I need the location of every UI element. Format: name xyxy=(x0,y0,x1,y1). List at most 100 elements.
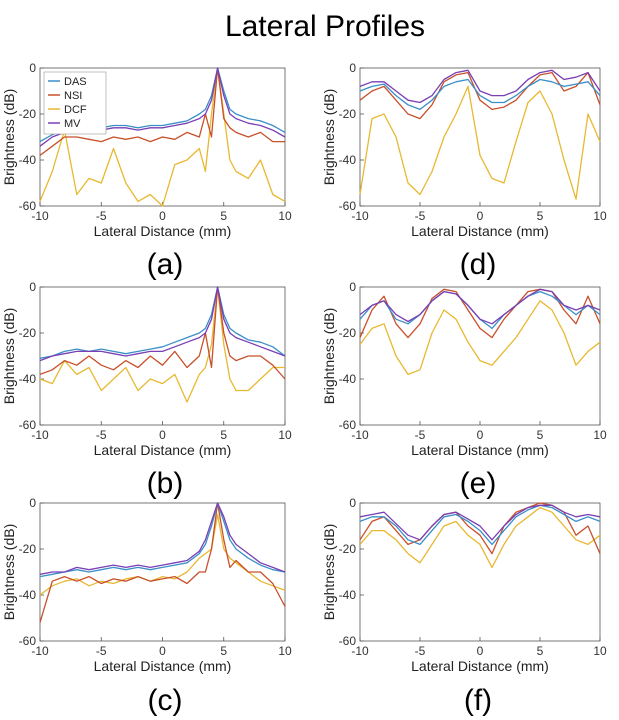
y-tick-label: -20 xyxy=(19,107,37,121)
x-tick-label: 10 xyxy=(593,209,607,223)
y-tick-label: -40 xyxy=(19,588,37,602)
y-tick-label: -20 xyxy=(19,326,37,340)
x-tick-label: 10 xyxy=(593,644,607,658)
chart-panel-4: -60 -40 -20 0 -10 -5 0 5 10 Lateral Distance (mm)… xyxy=(321,280,607,500)
x-tick-label: -5 xyxy=(96,209,107,223)
x-tick-label: 0 xyxy=(159,428,166,442)
x-tick-label: 5 xyxy=(537,209,544,223)
x-tick-label: -5 xyxy=(415,209,426,223)
series-line-das xyxy=(359,504,601,546)
series-line-das xyxy=(359,78,601,111)
x-tick-label: 5 xyxy=(220,428,227,442)
x-tick-label: -10 xyxy=(351,428,369,442)
x-axis-label: Lateral Distance (mm) xyxy=(411,223,549,239)
y-tick-label: -20 xyxy=(19,542,37,556)
legend-entry: NSI xyxy=(64,90,82,102)
chart-panel-6: -60 -40 -20 0 -10 -5 0 5 10 Lateral Distance (mm)… xyxy=(321,496,607,717)
y-tick-label: 0 xyxy=(29,496,36,510)
x-tick-label: 0 xyxy=(159,644,166,658)
x-tick-label: -10 xyxy=(351,209,369,223)
x-axis-label: Lateral Distance (mm) xyxy=(94,442,232,458)
series-line-nsi xyxy=(39,286,286,380)
x-axis-label: Lateral Distance (mm) xyxy=(411,442,549,458)
y-axis-label: Brightness (dB) xyxy=(1,89,17,185)
x-tick-label: 5 xyxy=(220,209,227,223)
series-line-mv xyxy=(359,288,601,325)
y-tick-label: -60 xyxy=(19,634,37,648)
y-tick-label: -60 xyxy=(19,418,37,432)
x-tick-label: 0 xyxy=(477,428,484,442)
y-tick-label: -60 xyxy=(19,199,37,213)
x-tick-label: 5 xyxy=(220,644,227,658)
series-line-dcf xyxy=(39,513,286,596)
panel-label: (a) xyxy=(147,248,184,281)
series-line-dcf xyxy=(39,286,285,403)
x-tick-label: 0 xyxy=(159,209,166,223)
x-tick-label: 10 xyxy=(278,209,292,223)
x-tick-label: -5 xyxy=(96,644,107,658)
plot-area xyxy=(39,502,286,642)
y-tick-label: -20 xyxy=(339,542,357,556)
y-axis-label: Brightness (dB) xyxy=(321,308,337,404)
x-tick-label: -10 xyxy=(351,644,369,658)
panel-label: (e) xyxy=(460,467,497,500)
series-line-dcf xyxy=(359,300,601,376)
x-tick-label: 10 xyxy=(278,644,292,658)
series-line-mv xyxy=(39,502,286,575)
x-axis-label: Lateral Distance (mm) xyxy=(94,658,232,674)
y-tick-label: 0 xyxy=(349,280,356,294)
x-tick-label: -10 xyxy=(31,428,49,442)
series-line-dcf xyxy=(359,506,601,569)
y-tick-label: -40 xyxy=(339,372,357,386)
panel-label: (f) xyxy=(464,684,492,717)
x-tick-label: -5 xyxy=(96,428,107,442)
series-line-dcf xyxy=(359,85,601,200)
y-tick-label: -20 xyxy=(339,326,357,340)
x-axis-label: Lateral Distance (mm) xyxy=(411,658,549,674)
y-tick-label: 0 xyxy=(349,61,356,75)
series-line-nsi xyxy=(39,67,285,156)
x-tick-label: 5 xyxy=(537,644,544,658)
x-tick-label: 5 xyxy=(537,428,544,442)
y-tick-label: -40 xyxy=(19,153,37,167)
series-line-das xyxy=(39,502,286,578)
panel-label: (c) xyxy=(148,684,183,717)
series-line-nsi xyxy=(359,288,601,339)
legend-entry: MV xyxy=(64,118,81,130)
y-tick-label: -40 xyxy=(339,153,357,167)
x-axis-label: Lateral Distance (mm) xyxy=(94,223,232,239)
legend-entry: DAS xyxy=(64,76,87,88)
y-axis-label: Brightness (dB) xyxy=(1,524,17,620)
legend-entry: DCF xyxy=(64,104,87,116)
figure-title: Lateral Profiles xyxy=(225,10,425,43)
y-tick-label: -60 xyxy=(339,199,357,213)
x-tick-label: -10 xyxy=(31,644,49,658)
series-line-mv xyxy=(359,69,601,104)
plot-area xyxy=(359,286,601,426)
y-tick-label: 0 xyxy=(29,280,36,294)
series-line-nsi xyxy=(39,502,286,623)
series-line-mv xyxy=(39,286,286,362)
x-tick-label: 10 xyxy=(593,428,607,442)
y-tick-label: -60 xyxy=(339,634,357,648)
legend: DAS NSI DCF MV xyxy=(43,71,107,135)
panel-label: (d) xyxy=(460,248,497,281)
x-tick-label: -5 xyxy=(415,644,426,658)
chart-panel-1: -60 -40 -20 0 -10 -5 0 5 10 Lateral Distance (mm)… xyxy=(1,61,292,281)
chart-panel-2: -60 -40 -20 0 -10 -5 0 5 10 Lateral Distance (mm)… xyxy=(321,61,607,281)
series-line-mv xyxy=(359,504,601,541)
y-tick-label: -40 xyxy=(339,588,357,602)
x-tick-label: 0 xyxy=(477,209,484,223)
y-tick-label: 0 xyxy=(29,61,36,75)
y-axis-label: Brightness (dB) xyxy=(1,308,17,404)
x-tick-label: 10 xyxy=(278,428,292,442)
chart-panel-3: -60 -40 -20 0 -10 -5 0 5 10 Lateral Distance (mm)… xyxy=(1,280,292,500)
y-axis-label: Brightness (dB) xyxy=(321,524,337,620)
chart-panel-5: -60 -40 -20 0 -10 -5 0 5 10 Lateral Distance (mm)… xyxy=(1,496,292,717)
series-line-dcf xyxy=(39,67,286,207)
x-tick-label: -10 xyxy=(31,209,49,223)
x-tick-label: -5 xyxy=(415,428,426,442)
y-tick-label: -40 xyxy=(19,372,37,386)
y-tick-label: -20 xyxy=(339,107,357,121)
